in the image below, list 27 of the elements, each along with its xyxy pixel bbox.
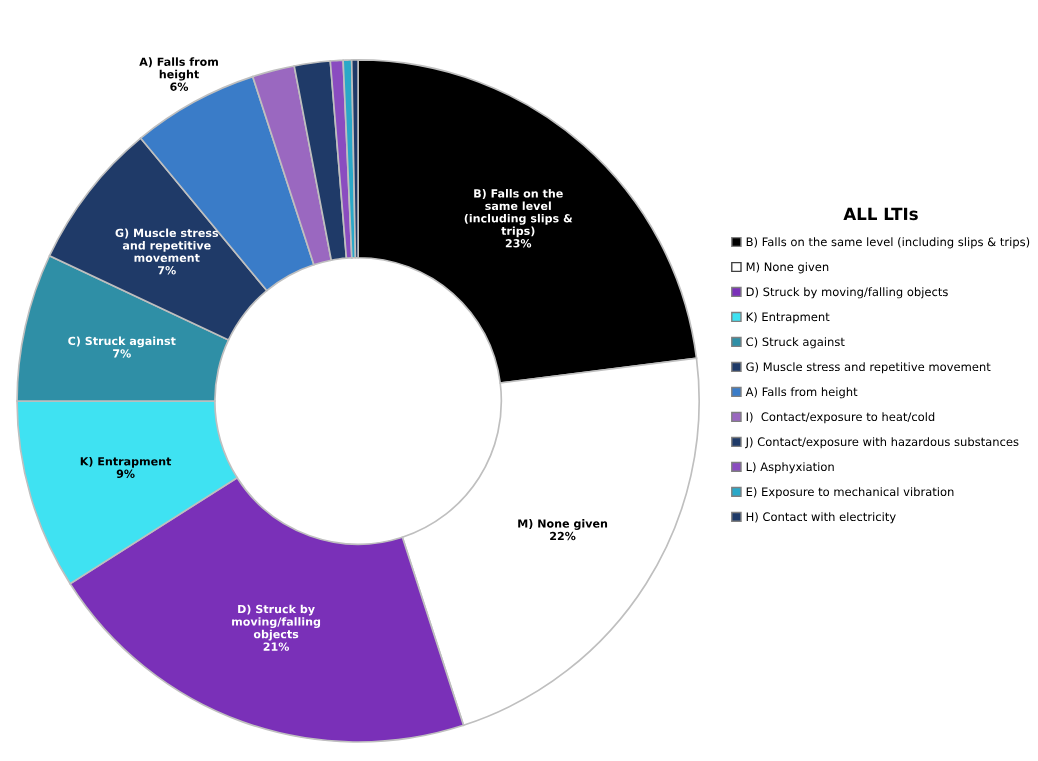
legend-label: A) Falls from height [745, 387, 858, 399]
data-label: 23% [505, 239, 532, 248]
legend-label: L) Asphyxiation [746, 462, 834, 474]
slice-label: D) Struck by moving/falling objects [232, 604, 321, 641]
data-label: 21% [263, 642, 290, 651]
legend-label: G) Muscle stress and repetitive movement [746, 362, 991, 374]
data-label: 7% [158, 266, 176, 275]
legend-label: K) Entrapment [746, 312, 830, 324]
data-label: 7% [113, 349, 131, 358]
slice-label: K) Entrapment [80, 456, 172, 468]
legend-label: I) Contact/exposure to heat/cold [746, 412, 935, 424]
slice-label: M) None given [518, 519, 608, 530]
legend-label: D) Struck by moving/falling objects [746, 287, 948, 299]
data-label: 22% [550, 531, 576, 541]
slice-label: C) Struck against [68, 336, 176, 348]
slice-label: A) Falls from height [139, 57, 218, 81]
category-label: M) None given [746, 262, 829, 274]
legend-label: H) Contact with electricity [746, 512, 896, 524]
legend-label: B) Falls on the same level (including slips & trips) [746, 237, 1030, 249]
data-label: 6% [170, 82, 189, 91]
legend-label: J) Contact/exposure with hazardous substances [745, 437, 1019, 449]
data-label: 9% [116, 469, 135, 478]
legend-label: C) Struck against [746, 337, 845, 349]
legend-title: ALL LTIs [843, 207, 918, 221]
legend-label: E) Exposure to mechanical vibration [746, 487, 954, 499]
slice-label: G) Muscle stress and repetitive movement [115, 228, 219, 262]
slice-label: B) Falls on the same level (including slips & trips) [464, 189, 573, 238]
